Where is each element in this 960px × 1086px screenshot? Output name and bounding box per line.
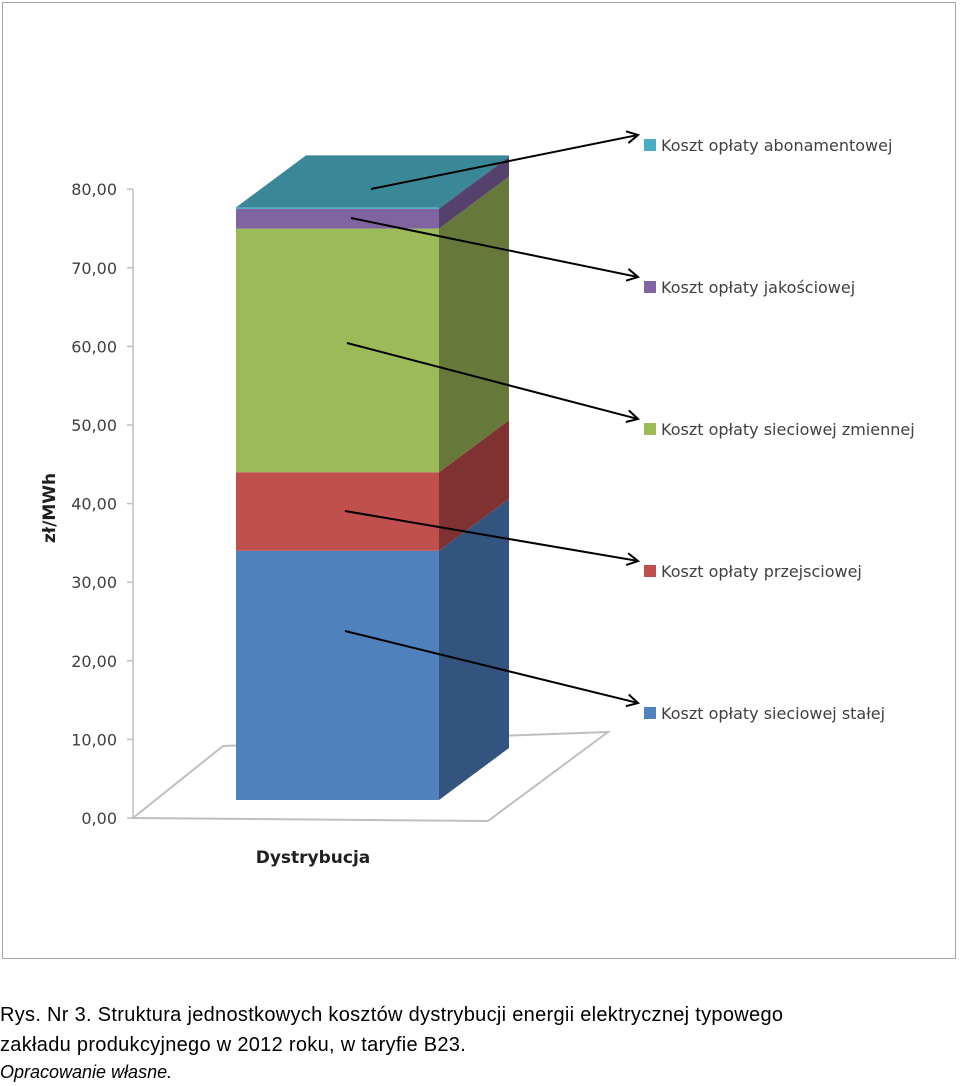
legend-arrow-1 — [350, 217, 638, 277]
bar-segment-1-front — [236, 472, 439, 551]
bar-segment-3-side — [439, 156, 509, 229]
bar-segment-4-side — [439, 155, 509, 209]
floor-plane — [130, 730, 612, 823]
stacked-3d-bar-chart: 0,00 10,00 20,00 30,00 40,00 50,00 60,00 70,00 8… — [40, 3, 915, 868]
bar-segment-2-front — [236, 228, 439, 473]
y-tick-label: 50,00 — [71, 416, 117, 435]
caption-line-2: zakładu produkcyjnego w 2012 roku, w tar… — [0, 1034, 467, 1056]
legend-swatch-3 — [644, 565, 656, 577]
caption-source: Opracowanie własne. — [0, 1062, 173, 1082]
legend-swatch-2 — [644, 423, 656, 435]
y-tick-label: 60,00 — [71, 337, 117, 356]
caption-line-1: Rys. Nr 3. Struktura jednostkowych koszt… — [0, 1004, 784, 1026]
legend-arrow-2 — [346, 342, 638, 419]
bar-segment-2-side — [439, 176, 509, 473]
legend-label-0: Koszt opłaty abonamentowej — [661, 136, 892, 155]
bar-segment-3-front — [236, 208, 439, 229]
legend-arrow-3 — [344, 510, 638, 561]
bar-segment-4-front — [236, 207, 439, 209]
legend-label-4: Koszt opłaty sieciowej stałej — [661, 704, 885, 723]
bar-top-face — [236, 155, 509, 208]
legend-label-1: Koszt opłaty jakościowej — [661, 278, 855, 297]
figure-caption: Rys. Nr 3. Struktura jednostkowych koszt… — [0, 1000, 960, 1060]
legend-swatch-1 — [644, 281, 656, 293]
y-tick-label: 70,00 — [71, 259, 117, 278]
y-tick-label: 0,00 — [81, 809, 117, 828]
y-tick-label: 40,00 — [71, 495, 117, 514]
legend-arrow-0 — [370, 135, 638, 190]
x-category-label: Dystrybucja — [256, 848, 371, 868]
y-axis-title: zł/MWh — [40, 473, 60, 543]
legend-label-2: Koszt opłaty sieciowej zmiennej — [661, 420, 915, 439]
y-tick-label: 20,00 — [71, 652, 117, 671]
legend-swatch-4 — [644, 707, 656, 719]
legend-label-3: Koszt opłaty przejsciowej — [661, 562, 862, 581]
y-tick-label: 30,00 — [71, 573, 117, 592]
y-tick-label: 10,00 — [71, 730, 117, 749]
y-tick-label: 80,00 — [71, 180, 117, 199]
bar-segment-0-side — [439, 498, 509, 800]
legend-swatch-0 — [644, 139, 656, 151]
bar-segment-1-side — [439, 420, 509, 551]
bar-segment-0-front — [236, 550, 439, 800]
chart-frame: 0,00 10,00 20,00 30,00 40,00 50,00 60,00 70,00 8… — [2, 2, 956, 959]
legend-arrow-4 — [344, 630, 638, 703]
